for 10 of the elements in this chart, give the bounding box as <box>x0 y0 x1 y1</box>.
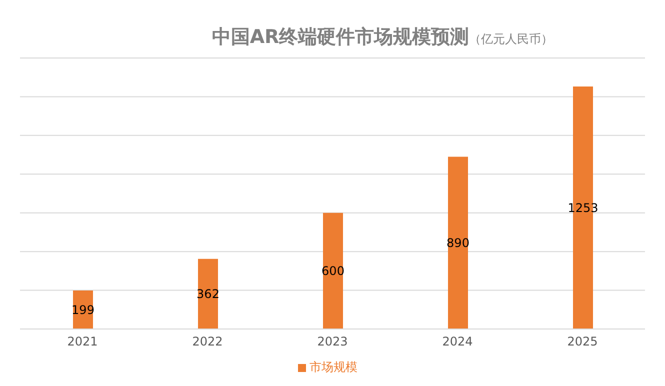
x-tick-label: 2024 <box>442 334 473 349</box>
x-tick-label: 2023 <box>317 334 348 349</box>
bar <box>448 156 468 329</box>
x-tick-label: 2022 <box>192 334 223 349</box>
bar <box>323 212 343 329</box>
legend-label: 市场规模 <box>310 360 358 374</box>
chart-subtitle: （亿元人民币） <box>469 31 554 48</box>
x-tick-label: 2025 <box>567 334 598 349</box>
x-tick-label: 2021 <box>67 334 98 349</box>
chart-title: 中国AR终端硬件市场规模预测 <box>212 25 470 50</box>
